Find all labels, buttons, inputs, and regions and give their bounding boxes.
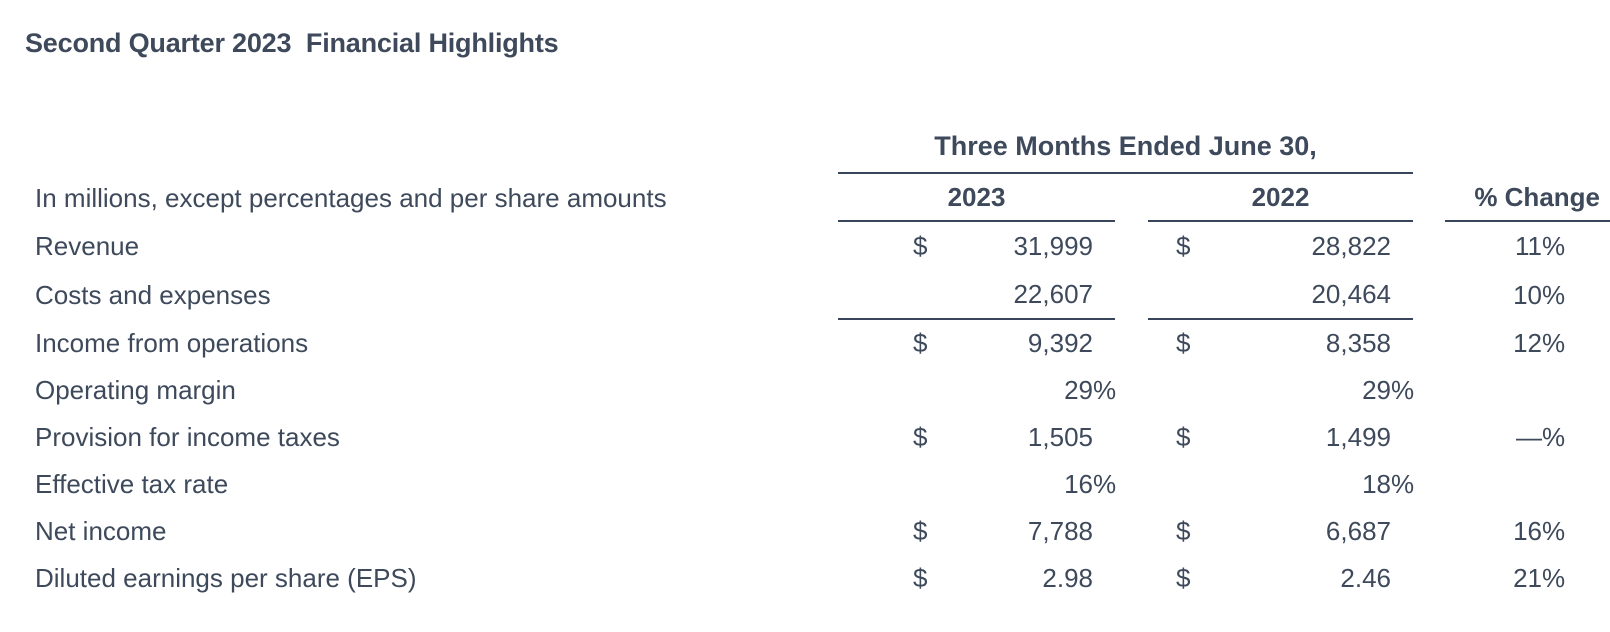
value-number: 6,687 <box>1325 516 1391 546</box>
currency-symbol: $ <box>913 328 928 358</box>
value-number: 16 <box>1064 469 1093 499</box>
row-label: Diluted earnings per share (EPS) <box>35 563 417 593</box>
value-number: 2.98 <box>1042 563 1093 593</box>
value-number: 1,499 <box>1325 422 1391 452</box>
value-2022: $ 2.46 <box>1148 555 1413 602</box>
change-value <box>1445 367 1610 414</box>
currency-symbol: $ <box>913 422 928 452</box>
value-number: 11 <box>1515 230 1542 261</box>
value-number: 16 <box>1513 516 1542 546</box>
percent-sign: % <box>1542 422 1566 452</box>
value-2022: $ 1,499 <box>1148 414 1413 461</box>
value-2022: $ 6,687 <box>1148 508 1413 555</box>
value-number: 8,358 <box>1325 328 1391 358</box>
value-number: 1,505 <box>1027 422 1093 452</box>
value-number: 12 <box>1513 328 1542 358</box>
value-number: 18 <box>1362 469 1391 499</box>
row-label: Net income <box>35 516 167 546</box>
row-label: Costs and expenses <box>35 279 271 310</box>
table-row-operating-margin: Operating margin 29 % 29 % <box>0 367 1610 414</box>
percent-sign: % <box>1542 563 1566 593</box>
table-row-costs: Costs and expenses 22,607 20,464 10 % <box>0 270 1610 320</box>
value-2022: 29 % <box>1148 367 1415 414</box>
col-header-2023: 2023 <box>838 174 1115 222</box>
change-value: 12 % <box>1445 320 1610 367</box>
currency-symbol: $ <box>913 563 928 593</box>
financial-highlights-table: Three Months Ended June 30, In millions,… <box>0 120 1610 602</box>
value-2023: $ 1,505 <box>838 414 1115 461</box>
value-number: 28,822 <box>1311 230 1391 261</box>
table-row-provision-taxes: Provision for income taxes $ 1,505 $ 1,4… <box>0 414 1610 461</box>
percent-sign: % <box>1542 328 1566 358</box>
table-row-diluted-eps: Diluted earnings per share (EPS) $ 2.98 … <box>0 555 1610 602</box>
value-2022: $ 8,358 <box>1148 320 1413 367</box>
currency-symbol: $ <box>1176 230 1191 261</box>
change-value <box>1445 461 1610 508</box>
page-title: Second Quarter 2023 Financial Highlights <box>25 28 559 58</box>
table-row-net-income: Net income $ 7,788 $ 6,687 16 % <box>0 508 1610 555</box>
table-row-income-ops: Income from operations $ 9,392 $ 8,358 1… <box>0 320 1610 367</box>
row-label: Income from operations <box>35 328 309 358</box>
percent-sign: % <box>1093 375 1117 405</box>
value-number: 21 <box>1513 563 1542 593</box>
currency-symbol: $ <box>1176 516 1191 546</box>
value-number: 2.46 <box>1340 563 1391 593</box>
row-label: Operating margin <box>35 375 236 405</box>
value-2023: $ 2.98 <box>838 555 1115 602</box>
row-label: Effective tax rate <box>35 469 229 499</box>
change-value: 16 % <box>1445 508 1610 555</box>
value-number: 29 <box>1362 375 1391 405</box>
percent-sign: % <box>1093 469 1117 499</box>
change-value: 21 % <box>1445 555 1610 602</box>
value-number: 7,788 <box>1027 516 1093 546</box>
period-header-row: Three Months Ended June 30, <box>0 120 1610 174</box>
value-number: — <box>1516 422 1542 452</box>
change-value: — % <box>1445 414 1610 461</box>
change-value: 10 % <box>1445 270 1610 320</box>
value-2022: 18 % <box>1148 461 1415 508</box>
row-label: Revenue <box>35 230 140 261</box>
value-2023: 22,607 <box>838 270 1115 320</box>
currency-symbol: $ <box>913 516 928 546</box>
currency-symbol: $ <box>1176 563 1191 593</box>
value-2023: 16 % <box>838 461 1117 508</box>
value-2022: $ 28,822 <box>1148 222 1413 270</box>
percent-sign: % <box>1391 375 1415 405</box>
percent-sign: % <box>1391 469 1415 499</box>
percent-sign: % <box>1542 516 1566 546</box>
span-header: Three Months Ended June 30, <box>838 120 1413 174</box>
value-number: 29 <box>1064 375 1093 405</box>
value-2023: $ 7,788 <box>838 508 1115 555</box>
table-row-revenue: Revenue $ 31,999 $ 28,822 11 % <box>0 222 1610 270</box>
column-header-row: In millions, except percentages and per … <box>0 174 1610 222</box>
currency-symbol: $ <box>913 230 928 261</box>
value-2023: $ 9,392 <box>838 320 1115 367</box>
col-header-change: % Change <box>1445 174 1610 222</box>
value-number: 20,464 <box>1311 278 1391 309</box>
row-label: Provision for income taxes <box>35 422 340 452</box>
currency-symbol: $ <box>1176 422 1191 452</box>
currency-symbol: $ <box>1176 328 1191 358</box>
value-number: 22,607 <box>1013 278 1093 309</box>
percent-sign: % <box>1542 279 1566 310</box>
value-number: 9,392 <box>1027 328 1093 358</box>
percent-sign: % <box>1542 230 1566 261</box>
value-2022: 20,464 <box>1148 270 1413 320</box>
value-2023: $ 31,999 <box>838 222 1115 270</box>
value-number: 10 <box>1513 279 1542 310</box>
value-number: 31,999 <box>1013 230 1093 261</box>
table-row-effective-tax: Effective tax rate 16 % 18 % <box>0 461 1610 508</box>
meta-label: In millions, except percentages and per … <box>35 182 667 213</box>
col-header-2022: 2022 <box>1148 174 1413 222</box>
value-2023: 29 % <box>838 367 1117 414</box>
change-value: 11 % <box>1445 222 1610 270</box>
